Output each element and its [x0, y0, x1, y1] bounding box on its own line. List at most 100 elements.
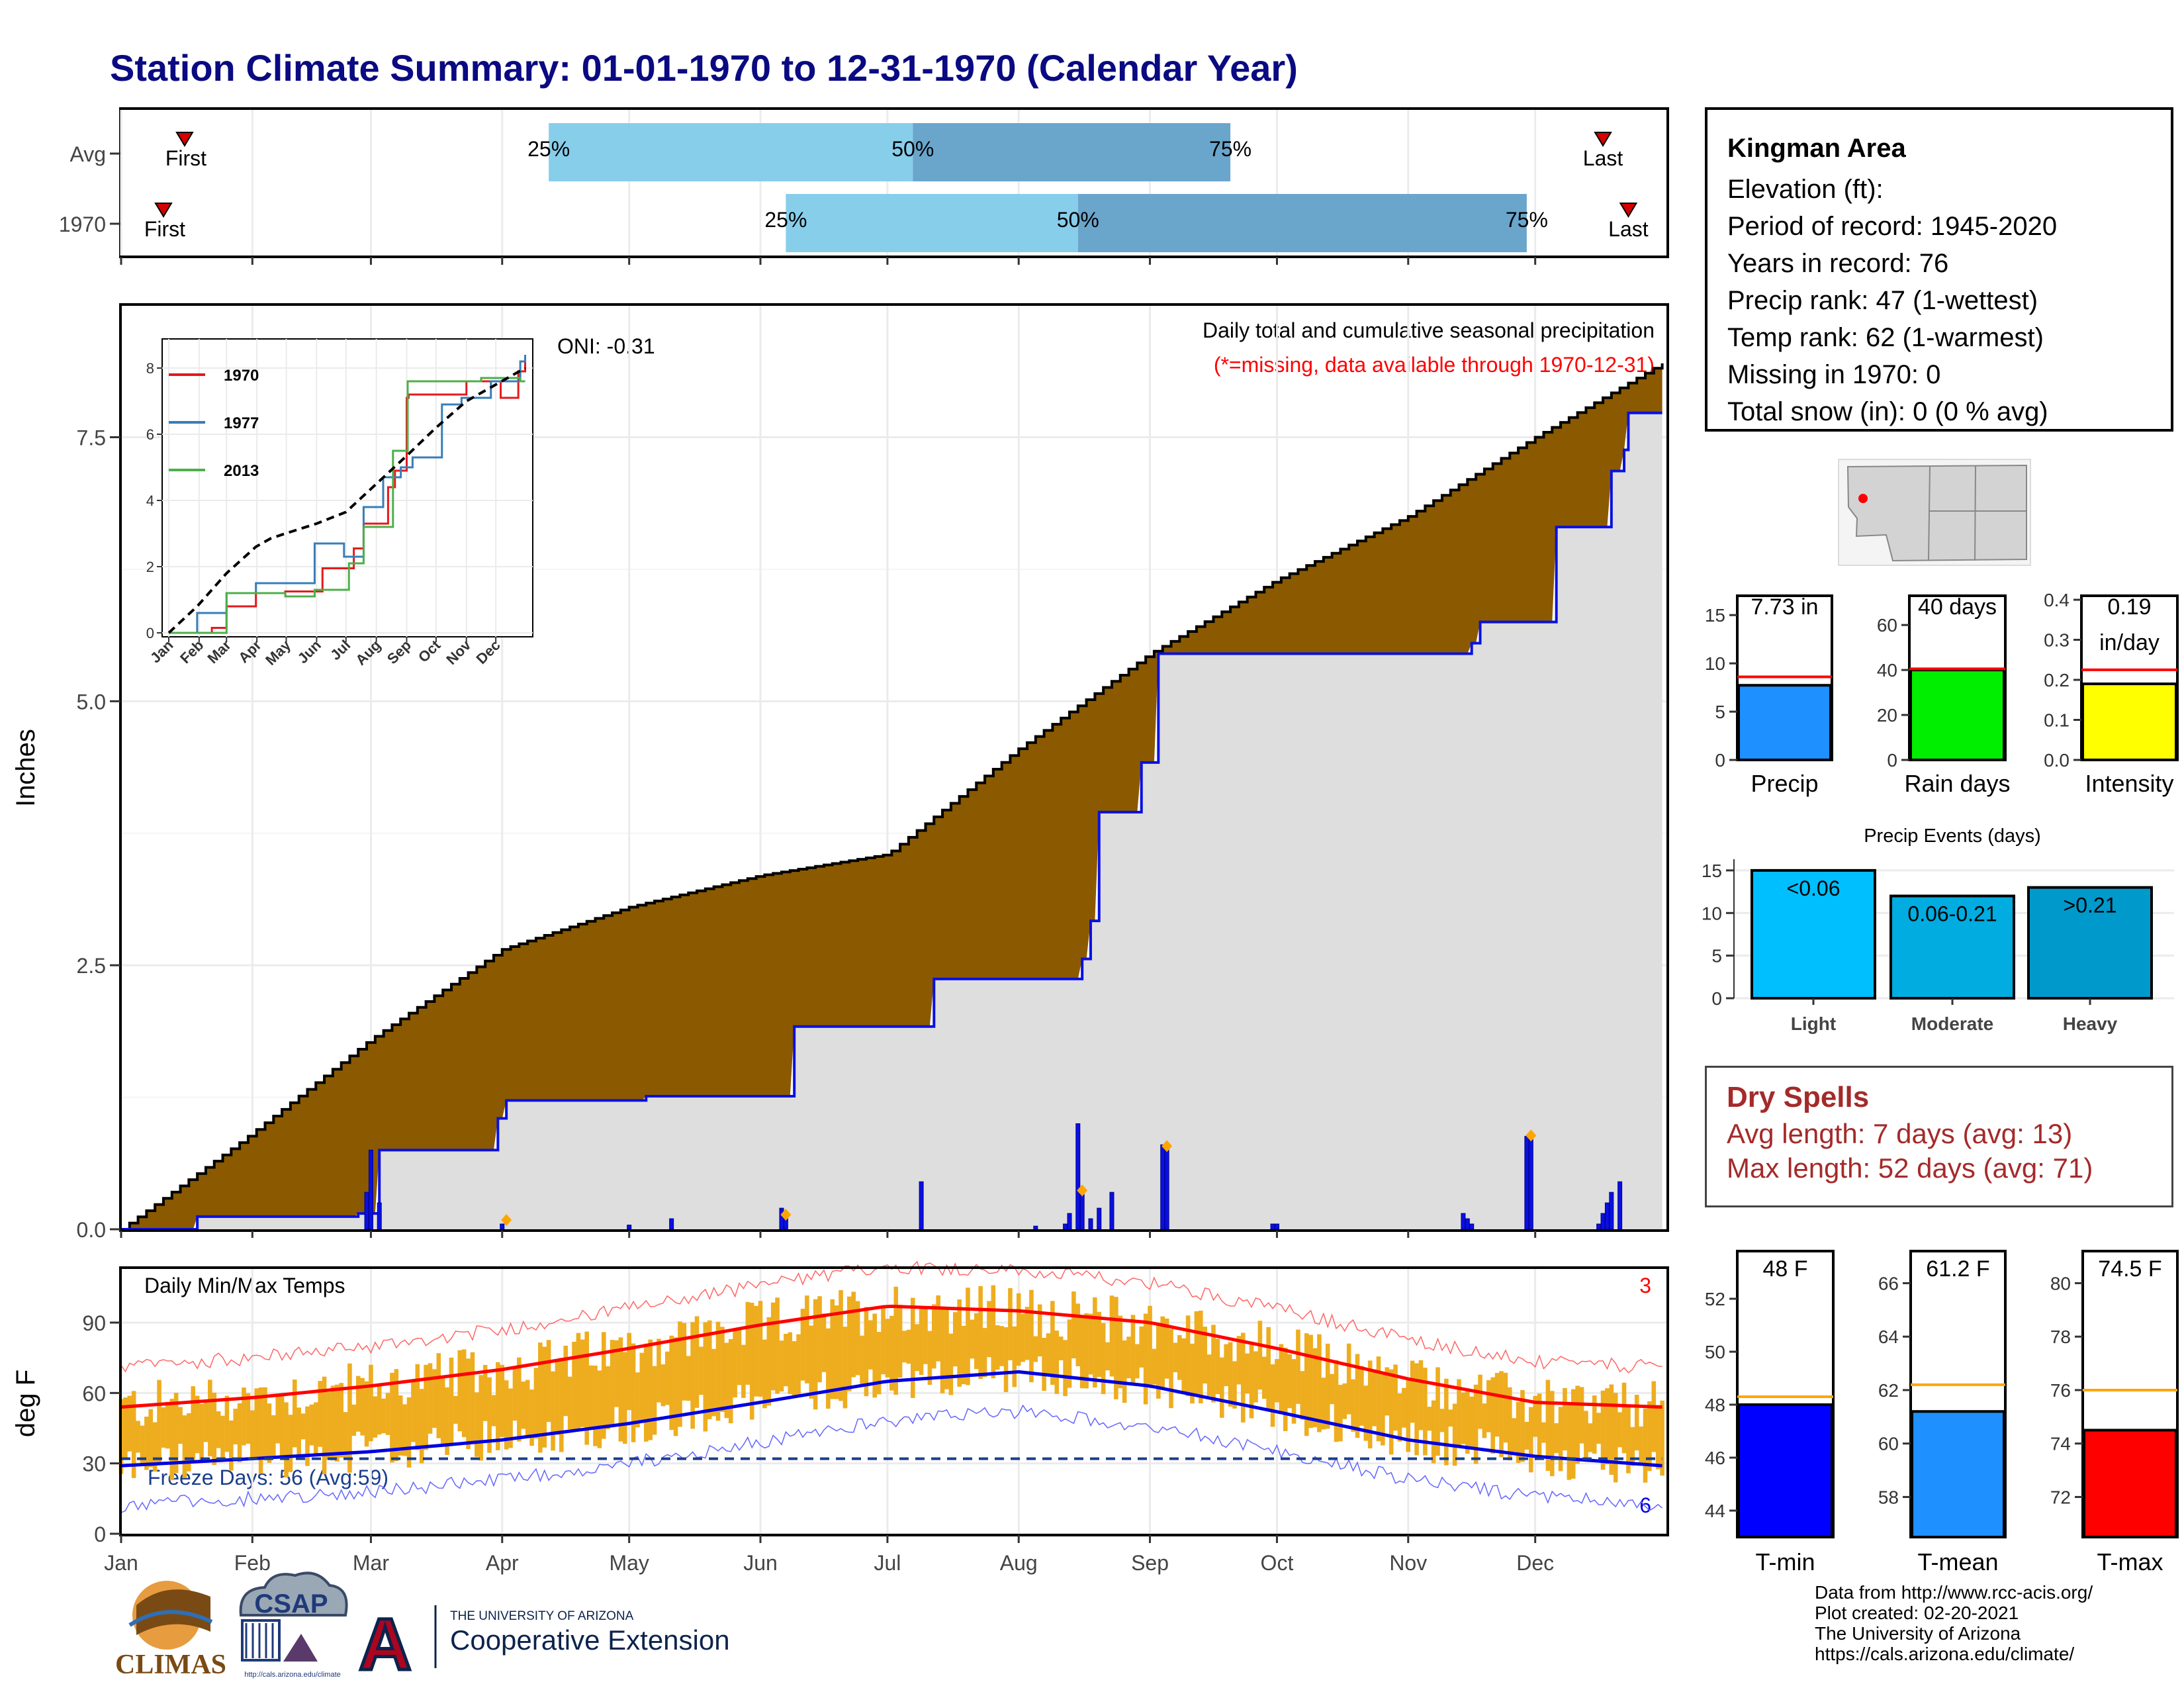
daily-temp-bar [305, 1406, 310, 1466]
daily-temp-bar [373, 1396, 378, 1438]
daily-temp-bar [1012, 1326, 1017, 1387]
daily-temp-bar [1397, 1393, 1402, 1442]
daily-temp-bar [1185, 1315, 1191, 1397]
daily-temp-bar [1067, 1319, 1072, 1388]
daily-temp-bar [1266, 1327, 1271, 1410]
daily-temp-bar [1054, 1331, 1060, 1394]
temp-summary-label: T-mean [1917, 1548, 1998, 1575]
daily-temp-bar [381, 1398, 386, 1434]
ua-logo-line1: THE UNIVERSITY OF ARIZONA [450, 1609, 634, 1623]
daily-temp-bar [1287, 1354, 1292, 1409]
daily-temp-bar [1148, 1305, 1152, 1387]
first-event-marker [154, 203, 173, 218]
ua-extension-logo: A THE UNIVERSITY OF ARIZONA Cooperative … [357, 1603, 730, 1687]
daily-temp-bar [309, 1404, 314, 1446]
inset-month-label: Mar [204, 637, 234, 667]
inset-month-label: May [262, 636, 294, 668]
daily-temp-bar [957, 1299, 962, 1387]
inset-legend-label: 1970 [224, 367, 259, 385]
timing-percent-label: 25% [764, 208, 807, 232]
daily-temp-bar [1008, 1288, 1013, 1360]
first-event-label: First [144, 217, 185, 241]
temp-ylabel: deg F [11, 1370, 40, 1437]
daily-temp-bar [351, 1404, 357, 1436]
record-max-line [120, 1260, 1662, 1374]
daily-temp-bar [500, 1364, 505, 1437]
temp-ytick-label: 0 [94, 1523, 106, 1546]
daily-temp-bar [940, 1306, 945, 1393]
daily-temp-bar [889, 1315, 894, 1391]
daily-temp-bar [678, 1321, 682, 1427]
daily-temp-bar [635, 1372, 640, 1428]
daily-temp-bar [1490, 1377, 1496, 1454]
daily-precip-bar [1097, 1207, 1102, 1230]
large-event-marker [1525, 1129, 1537, 1142]
daily-temp-bar [212, 1392, 217, 1466]
temp-summary-ytick-label: 46 [1705, 1448, 1725, 1468]
daily-temp-bar [1651, 1381, 1657, 1452]
locator-map-image [1838, 459, 2031, 566]
temp-summary-ytick-label: 78 [2050, 1327, 2071, 1347]
summary-bar-Rain days [1909, 669, 2005, 762]
daily-temp-bar [1071, 1291, 1076, 1359]
dry-spells-box: Dry Spells Avg length: 7 days (avg: 13) … [1705, 1066, 2173, 1207]
daily-temp-bar [385, 1393, 390, 1435]
daily-temp-bar [1152, 1348, 1157, 1385]
daily-temp-bar [1643, 1408, 1648, 1483]
daily-temp-bar [1549, 1391, 1555, 1476]
daily-temp-bar [657, 1338, 661, 1403]
daily-temp-bar [715, 1321, 721, 1421]
timing-percent-label: 75% [1506, 208, 1548, 232]
daily-temp-bar [1058, 1336, 1064, 1360]
inset-month-label: Jul [327, 637, 353, 663]
timing-bar-early-1970 [786, 194, 1078, 252]
daily-temp-bar [453, 1395, 458, 1424]
daily-temp-bar [173, 1393, 179, 1474]
temp-summary-ytick-label: 48 [1705, 1395, 1725, 1415]
daily-temp-bar [770, 1302, 776, 1391]
daily-temp-bar [140, 1425, 145, 1466]
daily-temp-bar [1596, 1413, 1601, 1444]
station-name: Kingman Area [1727, 134, 1906, 163]
daily-temp-bar [952, 1312, 958, 1367]
daily-precip-bar [1461, 1213, 1466, 1230]
daily-temp-bar [1410, 1360, 1415, 1423]
temp-summary-ytick-label: 60 [1878, 1434, 1899, 1454]
inset-month-label: Aug [352, 637, 384, 669]
daily-temp-bar [1575, 1385, 1580, 1464]
summary-bar-label: Rain days [1904, 770, 2010, 797]
daily-temp-bar [1499, 1371, 1504, 1458]
daily-precip-bar [1075, 1123, 1081, 1230]
daily-temp-bar [1088, 1313, 1093, 1375]
daily-temp-bar [288, 1415, 293, 1472]
daily-temp-bar [1647, 1401, 1652, 1472]
daily-temp-bar [766, 1317, 772, 1406]
daily-precip-bar [377, 1202, 382, 1230]
daily-temp-bar [466, 1358, 471, 1449]
daily-temp-bar [652, 1366, 657, 1435]
csap-logo-text: CSAP [254, 1589, 328, 1618]
daily-temp-bar [1050, 1301, 1055, 1385]
daily-temp-bar [847, 1296, 852, 1391]
timing-bar-late-1970 [1077, 194, 1527, 252]
daily-temp-bar [1431, 1400, 1436, 1464]
precip-ytick-label: 5.0 [77, 690, 106, 714]
month-axis-label: Jul [874, 1551, 901, 1575]
daily-temp-bar [1402, 1387, 1406, 1428]
events-ytick-label: 5 [1711, 946, 1722, 966]
daily-precip-bar [669, 1218, 674, 1230]
daily-temp-bar [978, 1286, 983, 1380]
daily-temp-bar [1261, 1356, 1267, 1399]
daily-temp-bar [931, 1304, 936, 1369]
daily-temp-bar [1634, 1395, 1639, 1451]
daily-temp-bar [1570, 1389, 1576, 1479]
daily-temp-bar [1558, 1407, 1563, 1472]
daily-temp-bar [127, 1395, 132, 1452]
daily-temp-bar [1160, 1316, 1165, 1387]
daily-temp-bar [1545, 1380, 1551, 1472]
summary-bar-value: 0.19 [2107, 594, 2151, 620]
daily-temp-bar [326, 1391, 331, 1460]
summary-bar-ytick-label: 0.3 [2044, 630, 2070, 651]
daily-temp-bar [1169, 1329, 1173, 1409]
month-axis-label: Jan [104, 1551, 138, 1575]
